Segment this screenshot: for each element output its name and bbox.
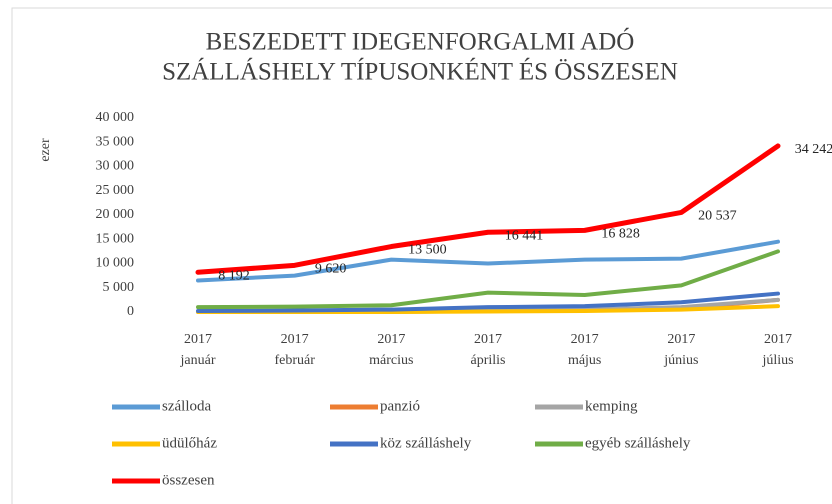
x-tick-label: május [568, 353, 601, 368]
series-line [195, 143, 781, 275]
legend-label: összesen [162, 472, 215, 488]
data-label: 16 441 [505, 228, 544, 243]
data-label: 16 828 [601, 227, 640, 242]
y-tick-label: 30 000 [96, 159, 135, 174]
x-tick-label: 2017 [571, 332, 599, 347]
x-tick-label: július [761, 353, 793, 368]
y-tick-label: 20 000 [96, 207, 135, 222]
series-line [196, 249, 780, 310]
legend-label: egyéb szálláshely [585, 435, 691, 451]
data-label: 34 242 [795, 142, 832, 157]
x-tick-label: 2017 [281, 332, 309, 347]
x-tick-label: 2017 [184, 332, 212, 347]
data-label: 13 500 [408, 243, 447, 258]
x-tick-label: február [274, 353, 315, 368]
y-tick-label: 15 000 [96, 231, 135, 246]
data-label: 9 620 [315, 262, 347, 277]
x-tick-label: április [471, 353, 506, 368]
y-tick-label: 0 [127, 304, 134, 319]
x-tick-label: március [369, 353, 413, 368]
legend-label: köz szálláshely [380, 435, 472, 451]
y-axis-label: ezer [38, 138, 53, 162]
legend-label: kemping [585, 398, 638, 414]
x-tick-label: 2017 [667, 332, 695, 347]
y-tick-label: 10 000 [96, 256, 135, 271]
chart-title: SZÁLLÁSHELY TÍPUSONKÉNT ÉS ÖSSZESEN [162, 58, 678, 86]
legend-label: üdülőház [162, 435, 217, 451]
y-tick-label: 40 000 [96, 110, 135, 125]
series-line [196, 239, 780, 283]
x-tick-label: január [180, 353, 216, 368]
y-tick-label: 35 000 [96, 134, 135, 149]
x-tick-label: 2017 [474, 332, 502, 347]
chart-title: BESZEDETT IDEGENFORGALMI ADÓ [206, 28, 635, 56]
legend-label: panzió [380, 398, 420, 414]
y-tick-label: 5 000 [103, 280, 135, 295]
x-tick-label: 2017 [377, 332, 405, 347]
y-tick-label: 25 000 [96, 183, 135, 198]
x-tick-label: június [663, 353, 698, 368]
x-tick-label: 2017 [764, 332, 792, 347]
legend-label: szálloda [162, 398, 211, 414]
data-label: 8 192 [218, 268, 250, 283]
series-line [196, 291, 780, 314]
data-label: 20 537 [698, 209, 737, 224]
